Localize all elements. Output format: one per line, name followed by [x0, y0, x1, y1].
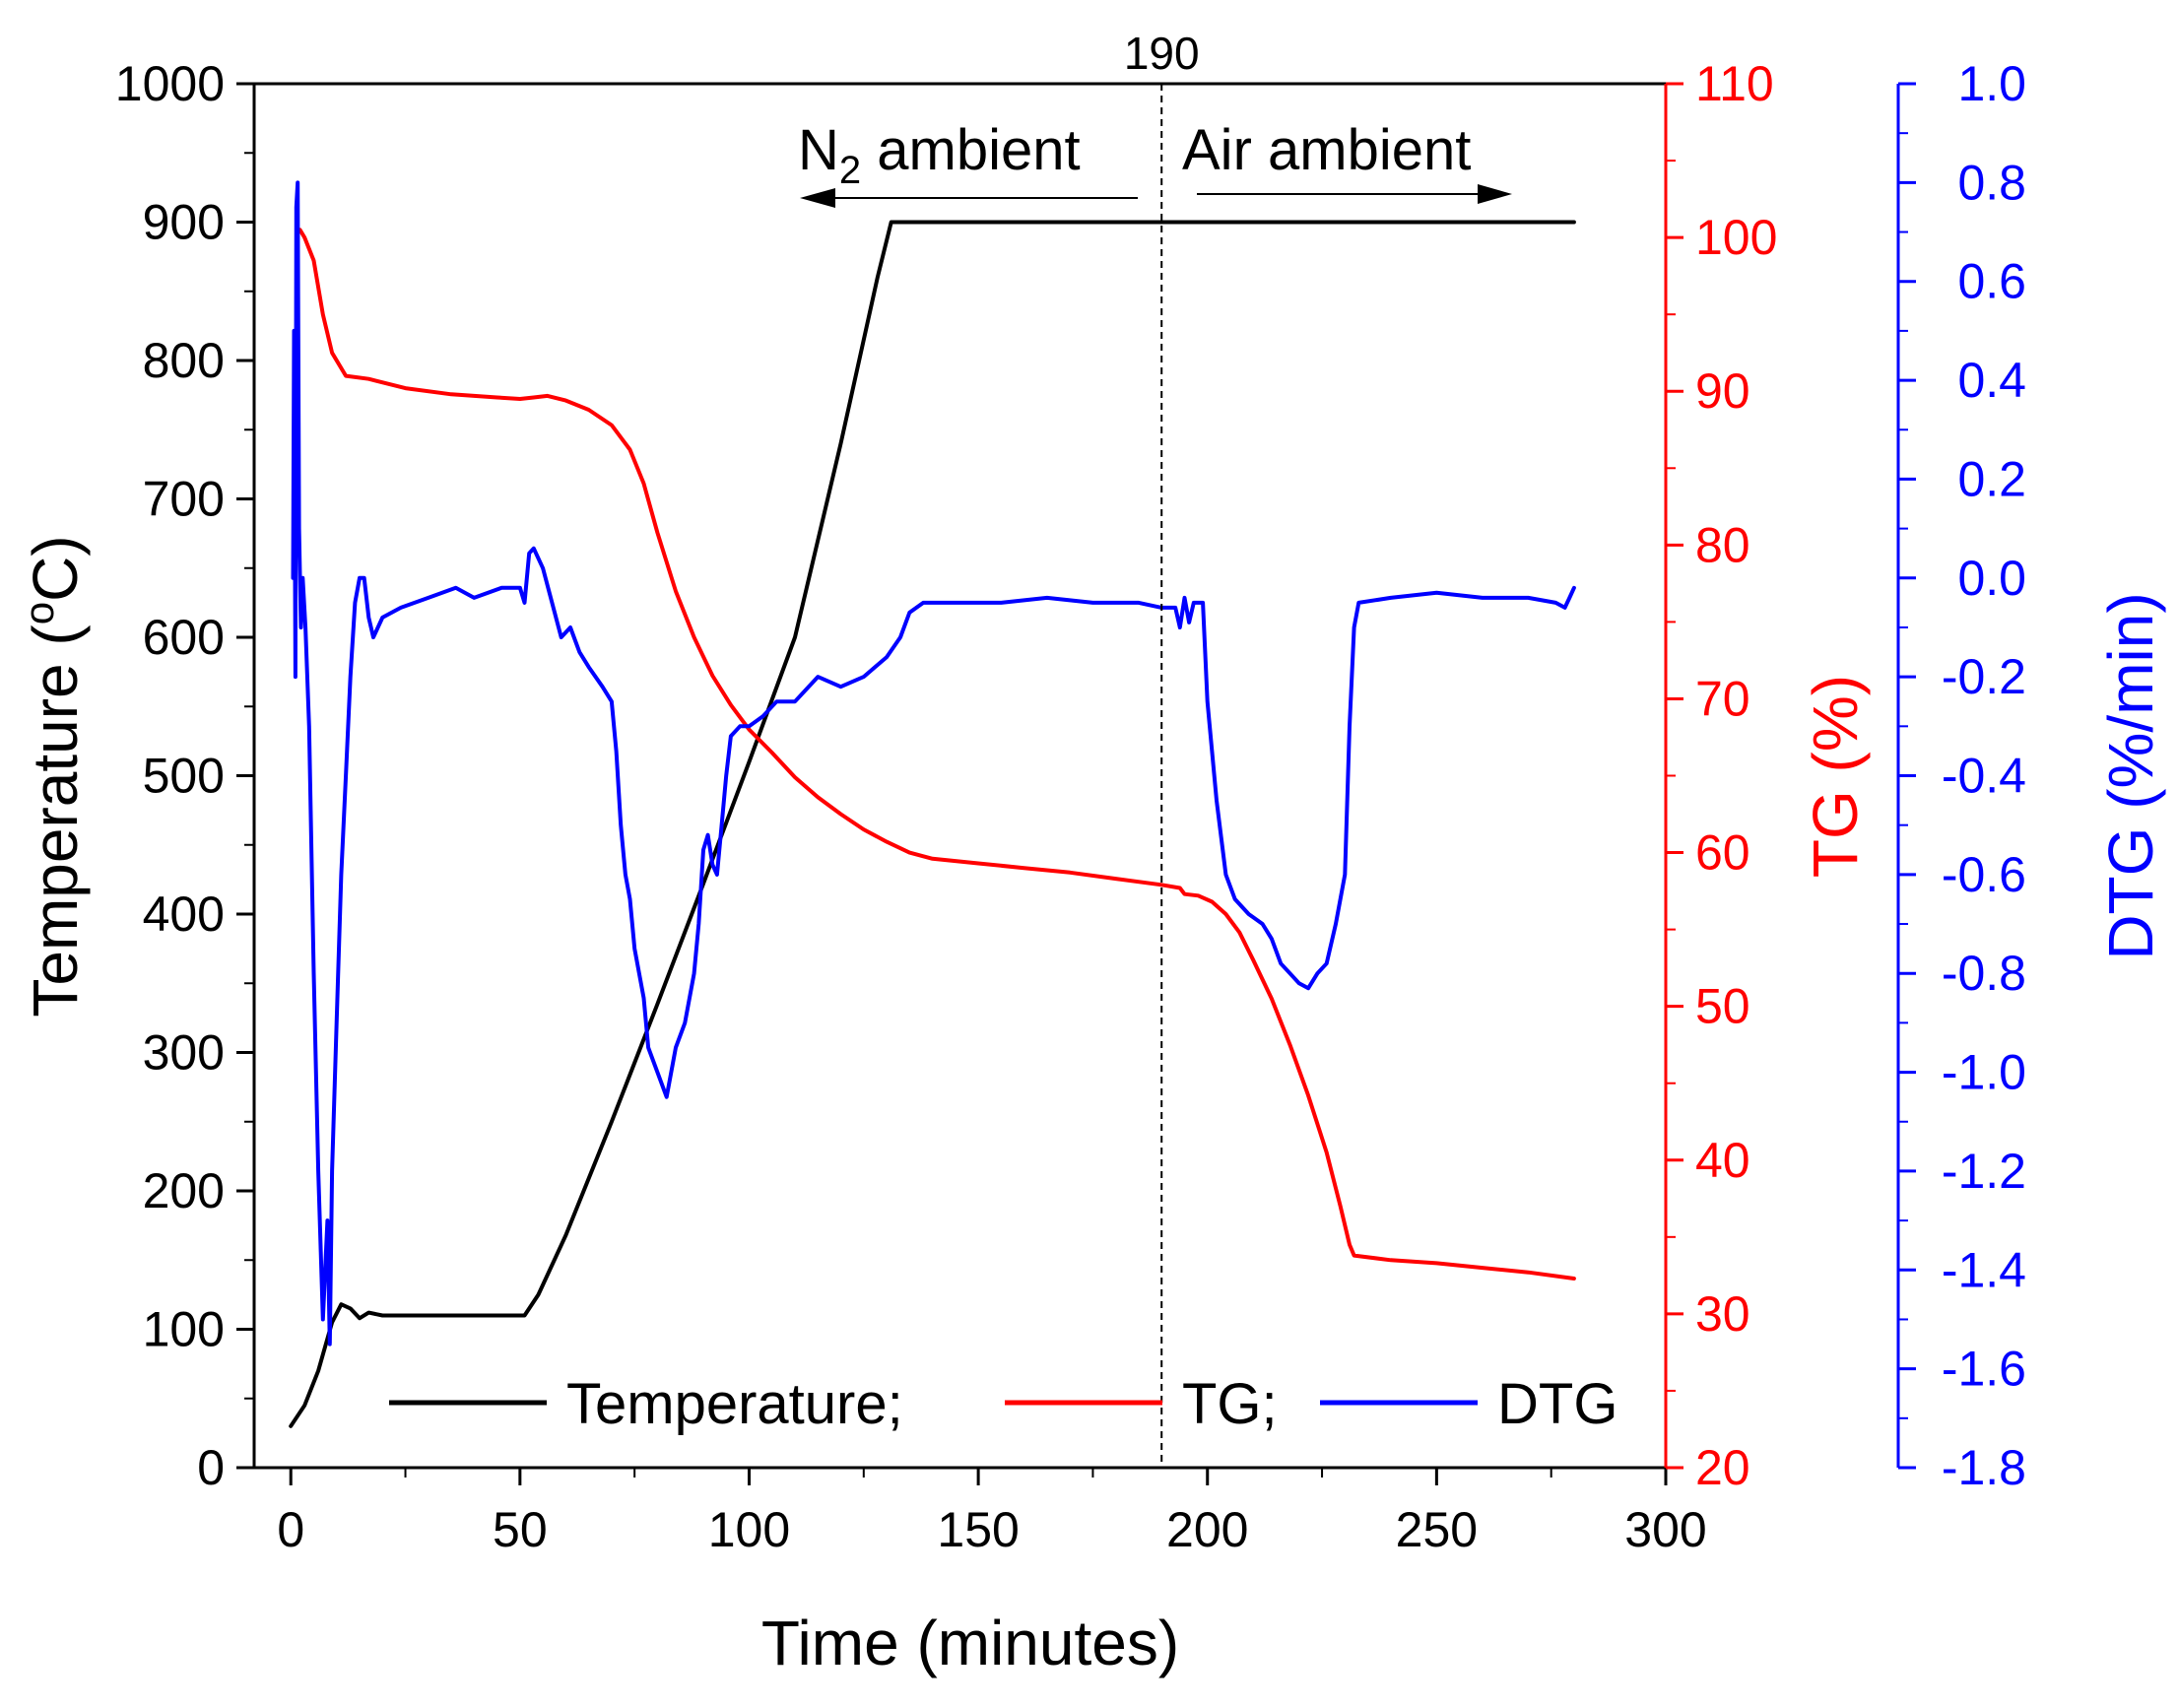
legend-label-dtg: DTG [1497, 1372, 1617, 1436]
tg-tick-label: 110 [1695, 56, 1774, 111]
tg-axis-label: TG (%) [1800, 675, 1871, 878]
x-axis-ticks: 0 50 100 150 200 250 300 [277, 1468, 1707, 1557]
left-tick-label: 1000 [115, 56, 225, 111]
left-tick-label: 600 [143, 610, 225, 665]
dtg-tick-label: 0.4 [1957, 353, 2026, 408]
dtg-tick-label: -1.8 [1942, 1440, 2026, 1495]
dtg-tick-label: -1.2 [1942, 1144, 2026, 1199]
dtg-tick-label: -0.4 [1942, 749, 2026, 804]
tg-tick-label: 70 [1695, 671, 1750, 726]
n2-label-main: N [798, 118, 839, 182]
left-label-main: Temperature ( [20, 624, 91, 1017]
left-tick-label: 100 [143, 1302, 225, 1357]
legend-label-tg: TG; [1182, 1372, 1278, 1436]
left-label-tail: C) [20, 535, 91, 602]
dtg-tick-label: 1.0 [1957, 56, 2026, 111]
left-tick-label: 400 [143, 887, 225, 942]
x-tick-label: 250 [1396, 1502, 1478, 1557]
tg-tick-label: 20 [1695, 1440, 1750, 1495]
x-axis-label: Time (minutes) [761, 1608, 1179, 1678]
series-temperature-line [289, 220, 1576, 1428]
n2-label-tail: ambient [861, 118, 1080, 182]
dtg-tick-label: 0.2 [1957, 451, 2026, 506]
dtg-tick-label: 0.0 [1957, 551, 2026, 606]
left-tick-label: 300 [143, 1025, 225, 1081]
left-tick-label: 0 [197, 1440, 225, 1495]
dtg-axis-label: DTG (%/min) [2095, 592, 2166, 959]
tg-tick-label: 50 [1695, 979, 1750, 1034]
n2-ambient-label: N2 ambient [798, 118, 1081, 192]
n2-arrowhead [800, 188, 835, 208]
air-ambient-label: Air ambient [1182, 118, 1471, 182]
dtg-tick-label: -0.6 [1942, 847, 2026, 902]
dtg-tick-label: -1.6 [1942, 1342, 2026, 1397]
x-tick-label: 200 [1166, 1502, 1248, 1557]
x-tick-label: 300 [1624, 1502, 1706, 1557]
tg-tick-label: 100 [1695, 210, 1777, 265]
dtg-axis-ticks: -1.8 -1.6 -1.4 -1.2 -1.0 -0.8 -0.6 -0.4 -0.2 0.0 0… [1898, 56, 2026, 1495]
dtg-tick-label: 0.8 [1957, 155, 2026, 210]
left-axis-ticks: 0 100 200 300 400 500 600 700 800 900 1000 [115, 56, 254, 1495]
transition-time-label: 190 [1124, 28, 1200, 79]
x-tick-label: 150 [937, 1502, 1019, 1557]
left-tick-label: 500 [143, 749, 225, 804]
series-layer [289, 180, 1576, 1428]
dtg-tick-label: -0.2 [1942, 649, 2026, 704]
dtg-tick-label: -0.8 [1942, 946, 2026, 1001]
air-arrowhead [1478, 184, 1512, 204]
tg-axis-ticks: 20 30 40 50 60 70 80 90 100 110 [1666, 56, 1777, 1495]
tg-tick-label: 40 [1695, 1133, 1750, 1188]
left-label-sup: o [16, 602, 62, 624]
n2-label-sub: 2 [839, 149, 861, 192]
tg-tick-label: 60 [1695, 825, 1750, 881]
left-axis-label: Temperature (oC) [16, 535, 91, 1017]
tg-tick-label: 30 [1695, 1286, 1750, 1342]
dtg-tick-label: -1.0 [1942, 1045, 2026, 1100]
dtg-tick-label: 0.6 [1957, 254, 2026, 309]
x-tick-label: 50 [493, 1502, 548, 1557]
dtg-tick-label: -1.4 [1942, 1242, 2026, 1297]
tg-tick-label: 80 [1695, 517, 1750, 572]
series-dtg-line [291, 180, 1576, 1347]
legend-label-temperature: Temperature; [566, 1372, 903, 1436]
legend: Temperature; TG; DTG [389, 1372, 1617, 1436]
left-tick-label: 700 [143, 472, 225, 527]
x-tick-label: 0 [277, 1502, 304, 1557]
tg-tick-label: 90 [1695, 363, 1750, 419]
series-tg-line [297, 228, 1576, 1281]
left-tick-label: 800 [143, 333, 225, 388]
left-tick-label: 200 [143, 1163, 225, 1218]
x-tick-label: 100 [708, 1502, 790, 1557]
left-tick-label: 900 [143, 195, 225, 250]
